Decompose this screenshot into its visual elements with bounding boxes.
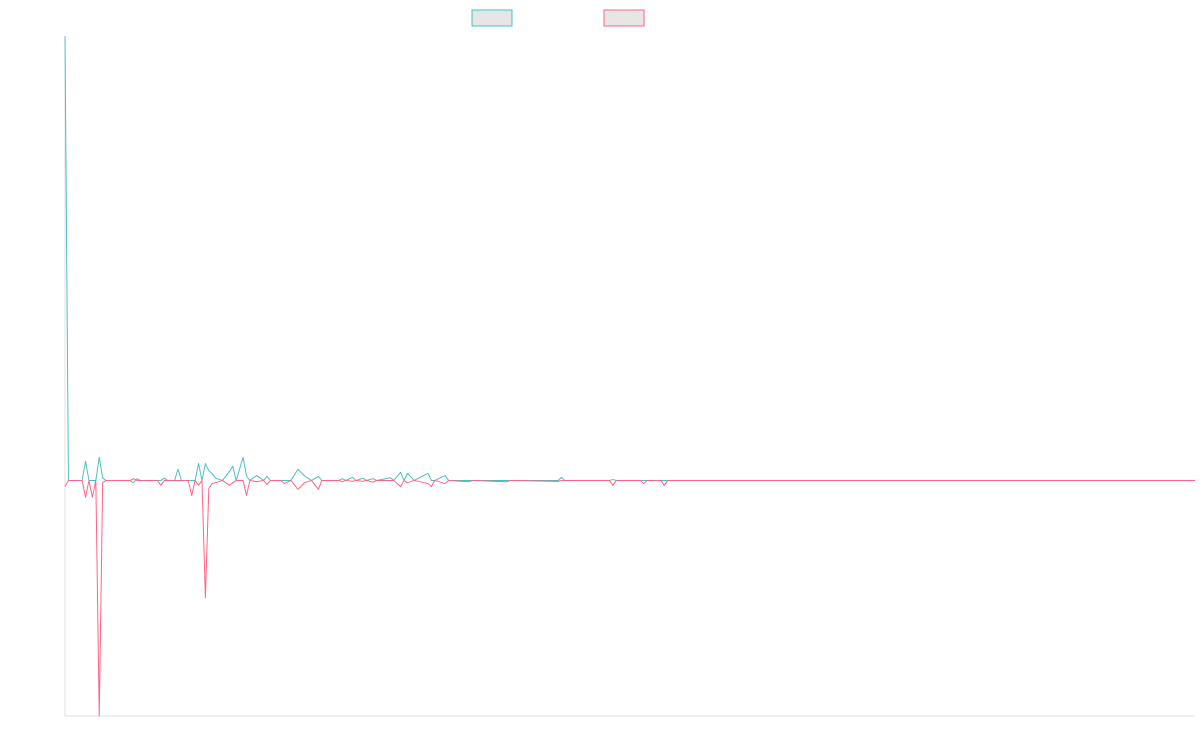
legend-swatch bbox=[471, 9, 513, 27]
legend-swatch bbox=[603, 9, 645, 27]
series-line bbox=[64, 478, 1195, 717]
series-line bbox=[64, 35, 1195, 484]
